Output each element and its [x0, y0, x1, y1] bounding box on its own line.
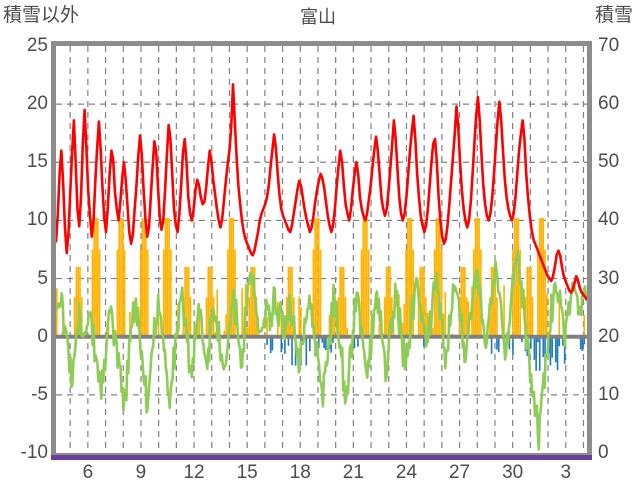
x-tick: 6	[82, 462, 94, 483]
zero-line	[56, 334, 587, 339]
x-tick: 12	[183, 462, 205, 483]
left-axis-header: 積雪以外	[3, 5, 80, 26]
y-right-tick: 50	[598, 151, 620, 173]
x-tick: 18	[289, 462, 311, 483]
x-tick: 15	[236, 462, 258, 483]
y-left-tick: 10	[26, 209, 48, 231]
y-left-tick: 20	[26, 93, 48, 115]
x-tick: 3	[560, 462, 572, 483]
x-tick: 9	[135, 462, 147, 483]
y-right-tick: 30	[598, 267, 620, 289]
plot-inner	[56, 46, 587, 453]
x-tick: 27	[448, 462, 471, 483]
y-right-tick: 60	[598, 93, 620, 115]
y-right-tick: 20	[598, 325, 620, 347]
y-right-tick: 70	[598, 35, 620, 56]
y-left-tick: 15	[26, 151, 48, 173]
y-left-tick: -5	[31, 383, 48, 405]
y-left-tick: 0	[37, 325, 48, 347]
y-left-tick: 25	[26, 35, 48, 56]
plot-area	[51, 41, 592, 458]
y-right-tick: 10	[598, 383, 620, 405]
purple-baseline	[51, 455, 592, 460]
y-right-tick: 40	[598, 209, 620, 231]
x-tick: 24	[395, 462, 418, 483]
x-tick: 30	[502, 462, 524, 483]
y-right-tick: 0	[598, 442, 609, 463]
x-tick: 21	[342, 462, 364, 483]
right-axis-header: 積雪	[594, 5, 633, 26]
y-left-tick: 5	[37, 267, 48, 289]
page-title: 富山	[300, 7, 336, 27]
y-left-tick: -10	[20, 442, 48, 463]
line-series	[56, 83, 587, 451]
